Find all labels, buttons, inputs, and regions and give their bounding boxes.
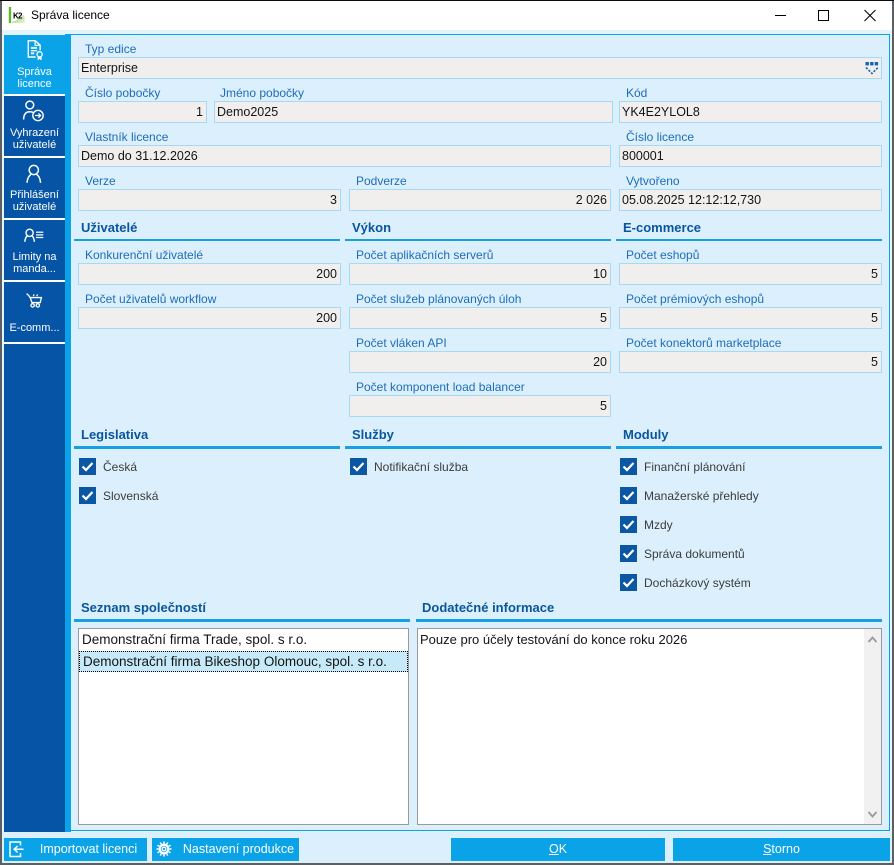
svg-text:K2: K2 <box>13 12 23 21</box>
